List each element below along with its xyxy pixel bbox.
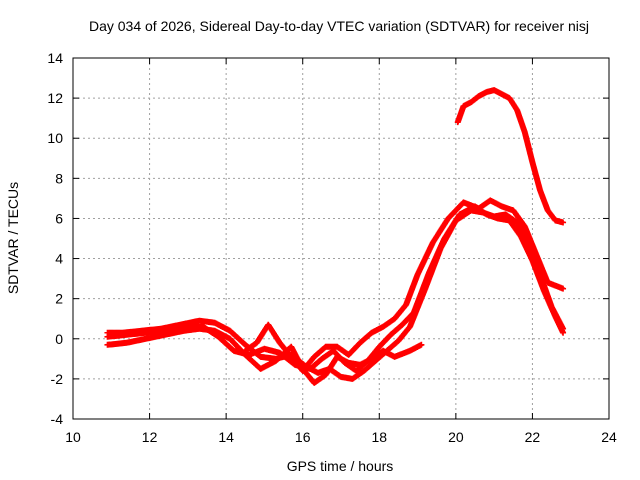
data-point xyxy=(418,341,425,348)
x-axis-label: GPS time / hours xyxy=(287,458,394,474)
y-tick-label: -2 xyxy=(51,371,64,387)
data-point xyxy=(560,329,567,336)
x-tick-label: 10 xyxy=(65,429,81,445)
data-point xyxy=(560,285,567,292)
series-5 xyxy=(454,87,567,226)
x-tick-label: 16 xyxy=(295,429,311,445)
series-4 xyxy=(242,197,567,374)
y-tick-label: 6 xyxy=(55,210,63,226)
data-points xyxy=(104,87,567,386)
y-tick-label: 0 xyxy=(55,331,63,347)
y-tick-label: 10 xyxy=(47,130,63,146)
plot-frame xyxy=(72,57,610,420)
x-axis-ticks: 10 12 14 16 18 20 22 24 xyxy=(65,58,617,445)
data-point xyxy=(560,219,567,226)
x-tick-label: 18 xyxy=(371,429,387,445)
chart-title: Day 034 of 2026, Sidereal Day-to-day VTE… xyxy=(89,18,589,34)
x-tick-label: 14 xyxy=(218,429,234,445)
y-tick-label: 4 xyxy=(55,251,63,267)
y-tick-label: 14 xyxy=(47,50,63,66)
y-tick-label: 8 xyxy=(55,170,63,186)
y-tick-label: -4 xyxy=(51,411,64,427)
x-tick-label: 24 xyxy=(601,429,617,445)
x-tick-label: 20 xyxy=(448,429,464,445)
y-axis-label: SDTVAR / TECUs xyxy=(5,182,21,294)
y-axis-ticks: -4 -2 0 2 4 6 8 10 12 14 xyxy=(47,50,609,427)
y-tick-label: 12 xyxy=(47,90,63,106)
x-tick-label: 12 xyxy=(142,429,158,445)
y-tick-label: 2 xyxy=(55,291,63,307)
x-tick-label: 22 xyxy=(525,429,541,445)
